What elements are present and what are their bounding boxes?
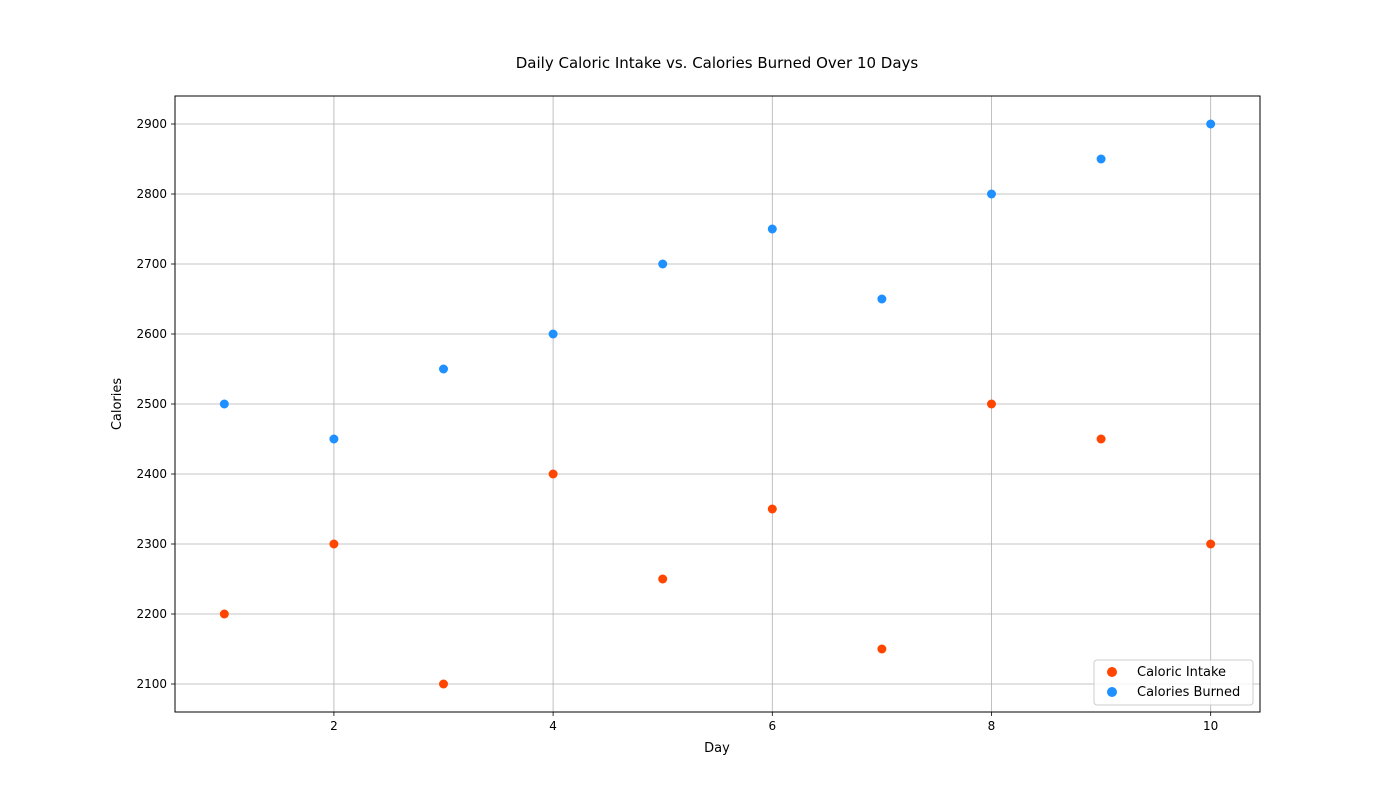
- legend-label-caloric-intake: Caloric Intake: [1137, 665, 1226, 680]
- data-point-caloric-intake: [877, 644, 887, 654]
- x-axis-label: Day: [704, 741, 730, 756]
- y-tick-label: 2900: [136, 117, 167, 131]
- legend-label-calories-burned: Calories Burned: [1137, 685, 1240, 700]
- data-point-caloric-intake: [658, 574, 668, 584]
- data-point-calories-burned: [329, 434, 339, 444]
- data-point-caloric-intake: [1206, 539, 1216, 549]
- chart-title: Daily Caloric Intake vs. Calories Burned…: [516, 54, 919, 72]
- x-tick-label: 4: [549, 719, 557, 733]
- data-point-caloric-intake: [329, 539, 339, 549]
- y-tick-label: 2400: [136, 467, 167, 481]
- y-axis-label: Calories: [110, 378, 125, 431]
- data-point-calories-burned: [767, 224, 777, 234]
- data-point-caloric-intake: [548, 469, 558, 479]
- data-point-caloric-intake: [767, 504, 777, 514]
- legend-marker-calories-burned: [1107, 687, 1117, 697]
- y-tick-label: 2200: [136, 607, 167, 621]
- data-point-calories-burned: [1096, 154, 1106, 164]
- y-tick-label: 2100: [136, 677, 167, 691]
- data-points: [219, 119, 1216, 689]
- y-tick-label: 2800: [136, 187, 167, 201]
- data-point-calories-burned: [1206, 119, 1216, 129]
- y-axis-ticks: 2100 2200 2300 2400 2500 2600 2700 2800 2900: [136, 117, 175, 691]
- data-point-caloric-intake: [986, 399, 996, 409]
- x-tick-label: 8: [988, 719, 996, 733]
- data-point-caloric-intake: [1096, 434, 1106, 444]
- x-tick-label: 10: [1203, 719, 1218, 733]
- data-point-caloric-intake: [439, 679, 449, 689]
- y-tick-label: 2300: [136, 537, 167, 551]
- data-point-caloric-intake: [219, 609, 229, 619]
- legend: Caloric Intake Calories Burned: [1093, 659, 1254, 706]
- x-tick-label: 6: [768, 719, 776, 733]
- y-tick-label: 2600: [136, 327, 167, 341]
- legend-marker-caloric-intake: [1107, 667, 1117, 677]
- x-tick-label: 2: [330, 719, 338, 733]
- legend-box: [1093, 659, 1254, 706]
- y-tick-label: 2700: [136, 257, 167, 271]
- data-point-calories-burned: [877, 294, 887, 304]
- data-point-calories-burned: [658, 259, 668, 269]
- data-point-calories-burned: [986, 189, 996, 199]
- grid-lines: [175, 96, 1260, 712]
- data-point-calories-burned: [219, 399, 229, 409]
- data-point-calories-burned: [548, 329, 558, 339]
- data-point-calories-burned: [439, 364, 449, 374]
- x-axis-ticks: 2 4 6 8 10: [330, 712, 1218, 733]
- y-tick-label: 2500: [136, 397, 167, 411]
